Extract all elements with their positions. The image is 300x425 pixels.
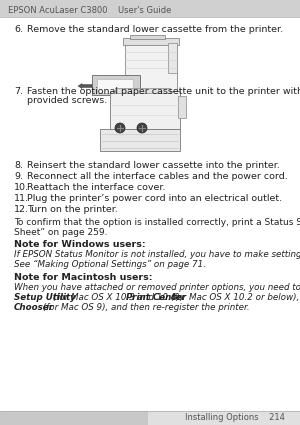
Bar — [0, 411, 148, 425]
Text: (for Mac OS 9), and then re-register the printer.: (for Mac OS 9), and then re-register the… — [40, 303, 250, 312]
Text: EPSON AcuLaser C3800    User's Guide: EPSON AcuLaser C3800 User's Guide — [8, 6, 171, 15]
Text: Installing Options    214: Installing Options 214 — [185, 413, 285, 422]
Text: Fasten the optional paper cassette unit to the printer with two of the: Fasten the optional paper cassette unit … — [27, 87, 300, 96]
Text: Chooser: Chooser — [14, 303, 54, 312]
FancyBboxPatch shape — [110, 91, 180, 129]
Text: Reconnect all the interface cables and the power cord.: Reconnect all the interface cables and t… — [27, 172, 288, 181]
Text: 9.: 9. — [14, 172, 23, 181]
Text: 10.: 10. — [14, 183, 29, 192]
FancyArrow shape — [78, 83, 92, 88]
Circle shape — [137, 123, 147, 133]
Bar — [178, 96, 186, 118]
Bar — [168, 43, 177, 73]
Text: Note for Windows users:: Note for Windows users: — [14, 240, 146, 249]
Bar — [148, 411, 300, 425]
FancyBboxPatch shape — [115, 88, 170, 93]
Text: Reattach the interface cover.: Reattach the interface cover. — [27, 183, 166, 192]
Text: See “Making Optional Settings” on page 71.: See “Making Optional Settings” on page 7… — [14, 260, 206, 269]
Text: 8.: 8. — [14, 161, 23, 170]
FancyBboxPatch shape — [100, 129, 180, 151]
FancyBboxPatch shape — [125, 43, 177, 105]
Text: Plug the printer’s power cord into an electrical outlet.: Plug the printer’s power cord into an el… — [27, 194, 282, 203]
Text: (for Mac OS X 10.2 or below), or: (for Mac OS X 10.2 or below), or — [168, 293, 300, 302]
FancyBboxPatch shape — [92, 75, 140, 95]
Text: 6.: 6. — [14, 25, 23, 34]
Text: If EPSON Status Monitor is not installed, you have to make settings manually in : If EPSON Status Monitor is not installed… — [14, 250, 300, 259]
FancyBboxPatch shape — [130, 35, 165, 39]
Text: 11.: 11. — [14, 194, 29, 203]
Text: When you have attached or removed printer options, you need to delete the printe: When you have attached or removed printe… — [14, 283, 300, 292]
Text: Print Center: Print Center — [126, 293, 186, 302]
Text: Note for Macintosh users:: Note for Macintosh users: — [14, 273, 152, 282]
Circle shape — [115, 123, 125, 133]
Text: provided screws.: provided screws. — [27, 96, 107, 105]
Text: Remove the standard lower cassette from the printer.: Remove the standard lower cassette from … — [27, 25, 283, 34]
Text: To confirm that the option is installed correctly, print a Status Sheet. See “Pr: To confirm that the option is installed … — [14, 218, 300, 227]
Bar — [0, 0, 300, 17]
Text: Turn on the printer.: Turn on the printer. — [27, 205, 118, 214]
Text: Reinsert the standard lower cassette into the printer.: Reinsert the standard lower cassette int… — [27, 161, 280, 170]
Text: Sheet” on page 259.: Sheet” on page 259. — [14, 228, 107, 237]
Text: (for Mac OS X 10.3 and 10.4),: (for Mac OS X 10.3 and 10.4), — [50, 293, 185, 302]
Bar — [97, 79, 133, 93]
FancyBboxPatch shape — [123, 38, 179, 45]
Text: 7.: 7. — [14, 87, 23, 96]
Text: Setup Utility: Setup Utility — [14, 293, 76, 302]
Text: 12.: 12. — [14, 205, 29, 214]
